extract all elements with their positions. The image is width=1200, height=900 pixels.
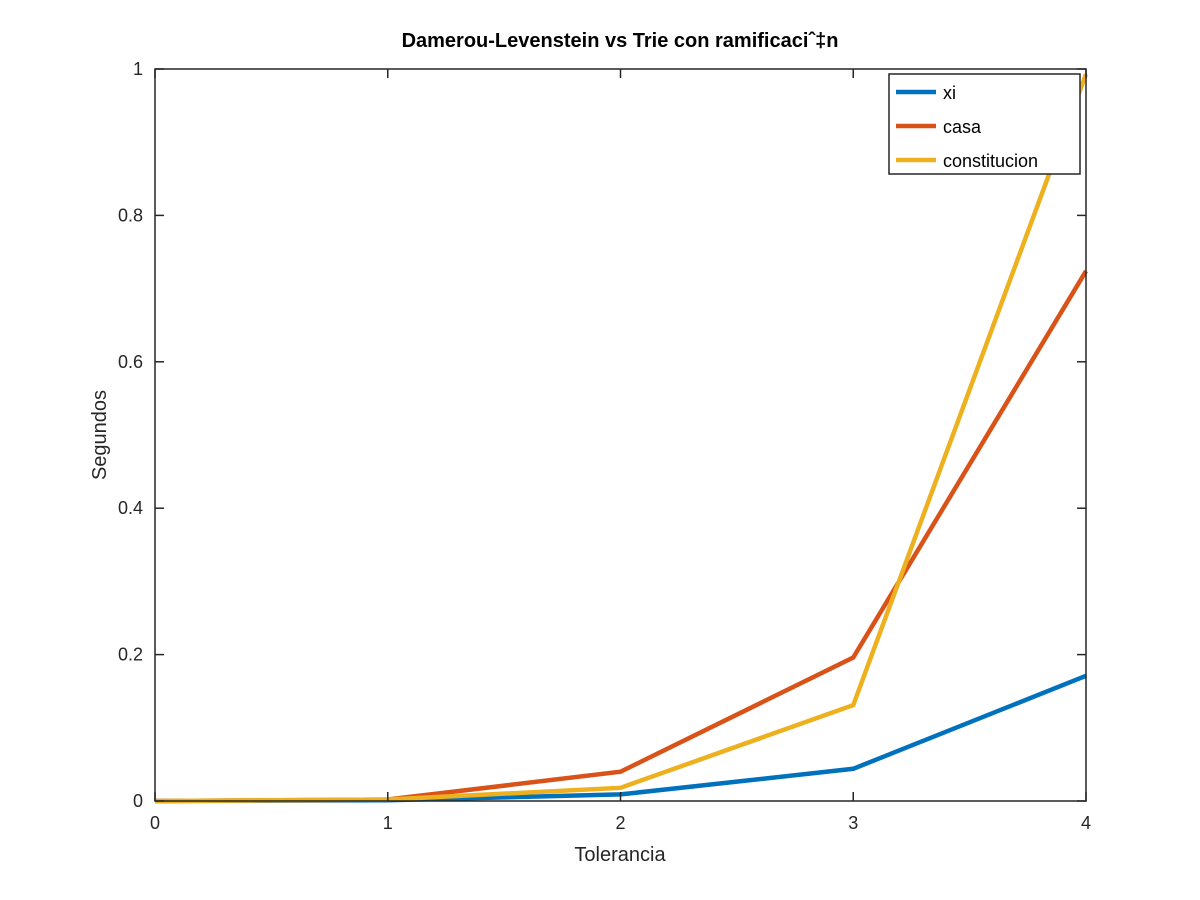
legend: xi casa constitucion — [888, 73, 1081, 175]
legend-label-constitucion: constitucion — [943, 151, 1038, 171]
y-tick-label: 0.8 — [118, 205, 143, 225]
x-tick-label: 4 — [1081, 813, 1091, 833]
y-tick-label: 0.2 — [118, 645, 143, 665]
legend-label-xi: xi — [943, 83, 956, 103]
axis-ticks: 0 1 2 3 4 0 0.2 0.4 0.6 0.8 1 — [118, 59, 1091, 833]
axes-background — [155, 69, 1086, 801]
legend-label-casa: casa — [943, 117, 982, 137]
y-tick-label: 1 — [133, 59, 143, 79]
x-tick-label: 2 — [615, 813, 625, 833]
y-axis-label: Segundos — [89, 390, 111, 480]
x-tick-label: 0 — [150, 813, 160, 833]
x-axis-label: Tolerancia — [574, 844, 666, 866]
y-tick-label: 0.6 — [118, 352, 143, 372]
x-tick-label: 1 — [383, 813, 393, 833]
x-tick-label: 3 — [848, 813, 858, 833]
y-tick-label: 0.4 — [118, 498, 143, 518]
series-line-constitucion — [154, 73, 1089, 804]
y-tick-label: 0 — [133, 791, 143, 811]
chart-title: Damerou-Levenstein vs Trie con ramificac… — [402, 30, 839, 52]
legend-items: xi casa constitucion — [896, 83, 1038, 171]
plot-area: 0 1 2 3 4 0 0.2 0.4 0.6 0.8 1 — [118, 59, 1091, 833]
